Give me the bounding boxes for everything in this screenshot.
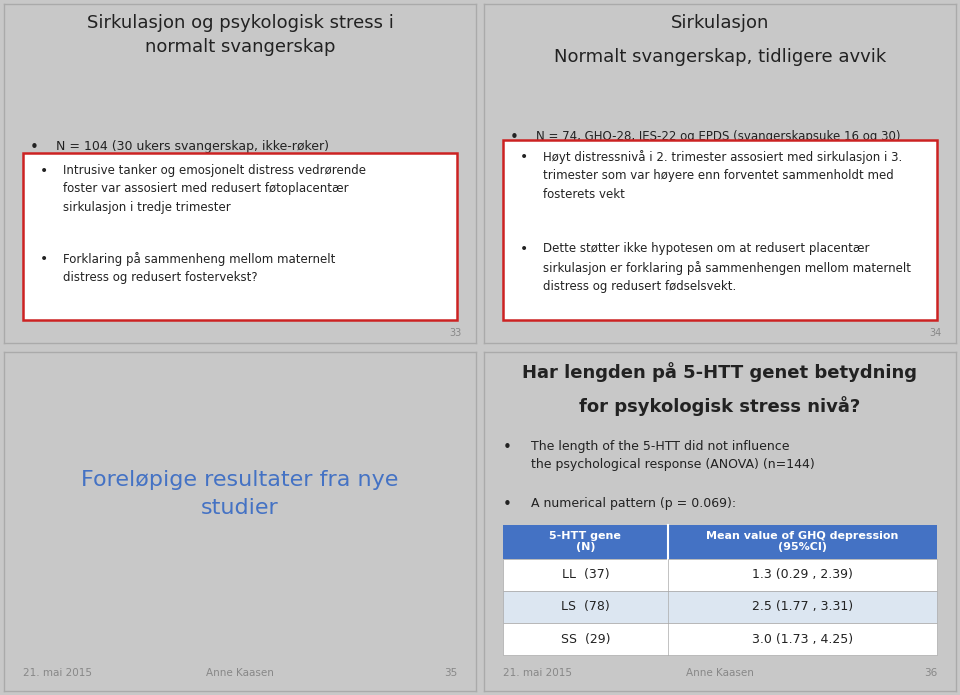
Text: The length of the 5-HTT did not influence
the psychological response (ANOVA) (n=: The length of the 5-HTT did not influenc… [531, 440, 815, 471]
Text: Intrusive tanker og emosjonelt distress vedrørende
foster var assosiert med redu: Intrusive tanker og emosjonelt distress … [63, 163, 366, 213]
Text: N = 74, GHQ-28, IES-22 og EPDS (svangerskapsuke 16 og 30): N = 74, GHQ-28, IES-22 og EPDS (svangers… [536, 129, 900, 142]
Text: 3.0 (1.73 , 4.25): 3.0 (1.73 , 4.25) [752, 632, 853, 646]
Text: Høyt distressnivå i 2. trimester assosiert med sirkulasjon i 3.
trimester som va: Høyt distressnivå i 2. trimester assosie… [543, 150, 902, 201]
Text: LL  (37): LL (37) [562, 569, 610, 581]
Text: 35: 35 [444, 668, 457, 678]
Text: SS  (29): SS (29) [561, 632, 611, 646]
Text: Anne Kaasen: Anne Kaasen [686, 668, 754, 678]
Text: Sirkulasjon og psykologisk stress i
normalt svangerskap: Sirkulasjon og psykologisk stress i norm… [86, 14, 394, 56]
Bar [503, 525, 937, 559]
Text: Mean value of GHQ depression
(95%CI): Mean value of GHQ depression (95%CI) [707, 531, 899, 553]
Text: 21. mai 2015: 21. mai 2015 [503, 668, 572, 678]
Text: N = 104 (30 ukers svangerskap, ikke-røker): N = 104 (30 ukers svangerskap, ikke-røke… [56, 140, 329, 153]
Text: •: • [519, 150, 528, 164]
Text: for psykologisk stress nivå?: for psykologisk stress nivå? [580, 395, 860, 416]
Text: 34: 34 [929, 329, 942, 338]
Text: LS  (78): LS (78) [561, 600, 610, 614]
Text: 36: 36 [924, 668, 937, 678]
Text: •: • [510, 129, 518, 145]
Text: Normalt svangerskap, tidligere avvik: Normalt svangerskap, tidligere avvik [554, 48, 886, 66]
Text: 21. mai 2015: 21. mai 2015 [23, 668, 92, 678]
Text: Sirkulasjon: Sirkulasjon [671, 14, 769, 32]
Text: •: • [503, 440, 512, 455]
Text: Anne Kaasen: Anne Kaasen [206, 668, 274, 678]
Text: •: • [503, 498, 512, 512]
Bar [503, 591, 937, 623]
Text: Forklaring på sammenheng mellom maternelt
distress og redusert fostervekst?: Forklaring på sammenheng mellom maternel… [63, 252, 335, 284]
Text: •: • [39, 163, 48, 177]
Text: 5-HTT gene
(N): 5-HTT gene (N) [549, 531, 621, 553]
Text: •: • [30, 140, 38, 155]
Text: Har lengden på 5-HTT genet betydning: Har lengden på 5-HTT genet betydning [522, 361, 918, 382]
Text: 1.3 (0.29 , 2.39): 1.3 (0.29 , 2.39) [752, 569, 852, 581]
Bar [503, 559, 937, 591]
Text: A numerical pattern (p = 0.069):: A numerical pattern (p = 0.069): [531, 498, 736, 511]
Text: Foreløpige resultater fra nye
studier: Foreløpige resultater fra nye studier [82, 471, 398, 518]
Text: Dette støtter ikke hypotesen om at redusert placentær
sirkulasjon er forklaring : Dette støtter ikke hypotesen om at redus… [543, 242, 911, 293]
Text: •: • [39, 252, 48, 265]
Bar [503, 140, 937, 320]
Text: •: • [519, 242, 528, 256]
Bar [23, 154, 457, 320]
Text: 33: 33 [449, 329, 462, 338]
Text: 2.5 (1.77 , 3.31): 2.5 (1.77 , 3.31) [752, 600, 853, 614]
Bar [503, 623, 937, 655]
